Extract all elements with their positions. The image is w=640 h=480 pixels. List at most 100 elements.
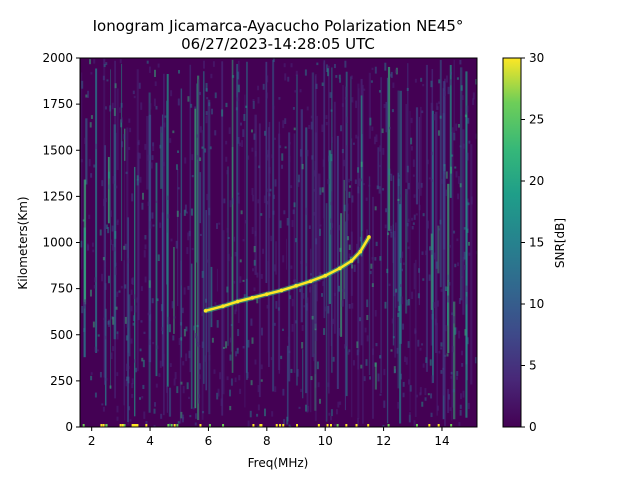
noise-speck	[450, 376, 453, 379]
noise-streak	[103, 58, 106, 378]
noise-speck	[457, 262, 460, 267]
noise-speck	[291, 298, 294, 307]
noise-speck	[430, 250, 433, 255]
noise-speck	[251, 337, 254, 344]
noise-speck	[369, 376, 372, 380]
noise-streak	[173, 246, 175, 334]
noise-speck	[413, 214, 416, 220]
noise-speck	[450, 71, 453, 75]
noise-speck	[406, 165, 409, 173]
colorbar-tick-label: 30	[529, 51, 544, 65]
noise-speck	[147, 201, 150, 207]
noise-streak	[208, 102, 211, 415]
noise-speck	[384, 301, 387, 309]
noise-streak	[268, 127, 270, 368]
baseline-speck	[208, 424, 211, 427]
noise-speck	[440, 178, 443, 184]
noise-streak	[179, 212, 182, 424]
noise-speck	[230, 378, 233, 386]
noise-speck	[305, 303, 308, 311]
y-tick-label: 0	[65, 420, 73, 434]
noise-speck	[142, 384, 145, 390]
baseline-speck	[136, 424, 139, 427]
noise-speck	[427, 220, 430, 229]
noise-speck	[437, 130, 440, 136]
noise-speck	[226, 286, 229, 293]
noise-speck	[332, 318, 335, 325]
noise-streak	[392, 224, 395, 263]
noise-streak	[163, 73, 165, 416]
noise-streak	[305, 127, 308, 394]
noise-streak	[221, 61, 224, 416]
colorbar-tick-label: 5	[529, 359, 537, 373]
noise-speck	[386, 268, 389, 274]
noise-speck	[183, 328, 186, 337]
noise-speck	[212, 61, 215, 67]
noise-speck	[318, 228, 321, 236]
y-tick-label: 250	[50, 374, 73, 388]
noise-speck	[247, 155, 250, 160]
baseline-speck	[199, 424, 202, 427]
noise-speck	[257, 199, 260, 204]
noise-speck	[462, 390, 465, 398]
colorbar-gradient	[502, 57, 522, 428]
trace-point	[279, 288, 284, 293]
noise-speck	[325, 64, 328, 73]
noise-speck	[211, 108, 214, 115]
noise-speck	[299, 288, 302, 293]
noise-speck	[167, 195, 170, 200]
noise-speck	[196, 342, 199, 347]
noise-speck	[80, 240, 83, 248]
noise-speck	[343, 159, 346, 167]
noise-speck	[254, 230, 257, 237]
noise-speck	[461, 95, 464, 101]
noise-streak	[323, 60, 326, 319]
noise-speck	[474, 357, 477, 364]
noise-speck	[176, 386, 179, 394]
noise-speck	[115, 306, 118, 310]
noise-speck	[198, 91, 201, 95]
noise-speck	[154, 81, 157, 87]
noise-speck	[465, 285, 468, 292]
noise-speck	[467, 202, 470, 206]
noise-speck	[182, 386, 185, 394]
noise-speck	[237, 71, 240, 80]
noise-speck	[438, 79, 441, 84]
noise-speck	[266, 75, 269, 83]
noise-speck	[398, 174, 401, 177]
noise-speck	[113, 173, 116, 181]
noise-speck	[173, 378, 176, 386]
noise-speck	[325, 121, 328, 126]
noise-streak	[216, 268, 219, 292]
noise-speck	[389, 73, 392, 77]
noise-speck	[466, 228, 469, 233]
noise-speck	[260, 364, 263, 370]
trace-point	[265, 292, 269, 296]
noise-speck	[155, 200, 158, 203]
noise-speck	[272, 194, 275, 199]
noise-speck	[397, 178, 400, 187]
noise-speck	[330, 201, 333, 206]
noise-speck	[134, 359, 137, 363]
noise-streak	[81, 72, 83, 270]
noise-speck	[239, 276, 242, 283]
noise-speck	[131, 277, 134, 285]
noise-speck	[84, 137, 87, 144]
noise-speck	[306, 106, 309, 111]
noise-speck	[156, 345, 159, 350]
noise-speck	[227, 236, 230, 240]
noise-speck	[242, 279, 245, 282]
noise-speck	[362, 183, 365, 186]
noise-speck	[332, 356, 335, 362]
noise-speck	[120, 117, 123, 123]
noise-speck	[307, 405, 310, 412]
noise-speck	[437, 405, 440, 411]
noise-speck	[321, 82, 324, 87]
noise-streak	[350, 76, 352, 181]
noise-speck	[287, 336, 290, 343]
noise-speck	[101, 273, 104, 282]
noise-speck	[410, 117, 413, 124]
noise-speck	[335, 75, 338, 78]
noise-speck	[138, 397, 141, 400]
noise-speck	[457, 176, 460, 184]
